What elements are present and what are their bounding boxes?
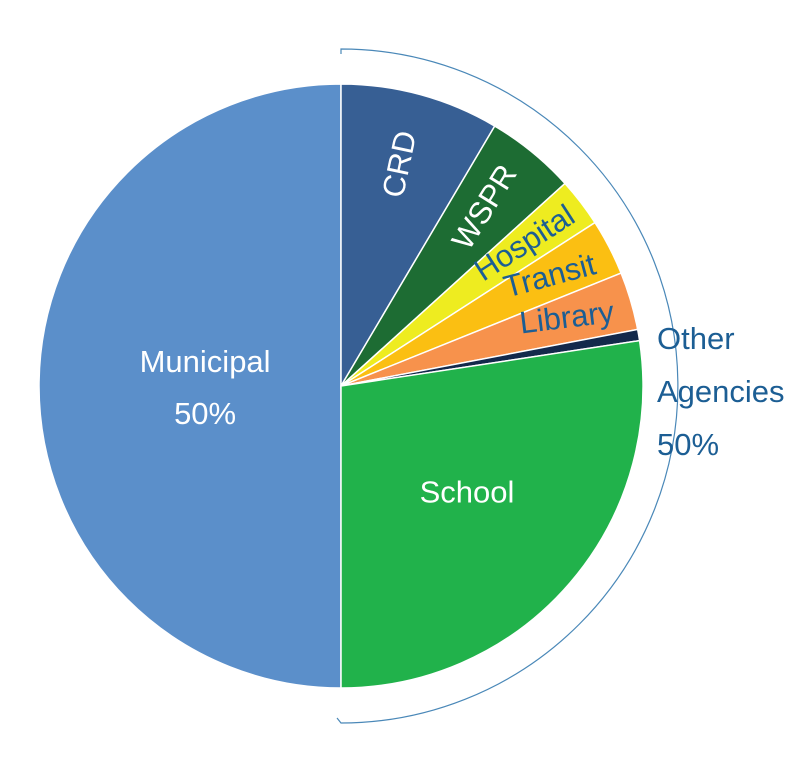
slice-label-school: School	[420, 474, 515, 509]
slice-label-municipal: Municipal 50%	[140, 344, 271, 431]
pie-slice-school	[340, 339, 644, 689]
pie-slice-municipal	[38, 83, 342, 689]
pie-slice-crd	[340, 83, 496, 389]
other-agencies-bracket	[336, 48, 679, 724]
other-agencies-label: Other Agencies 50%	[657, 321, 793, 462]
slices-layer	[38, 83, 644, 689]
other-agencies-label-line-1: Other	[657, 321, 735, 356]
other-agencies-label-line-2: Agencies	[657, 374, 785, 409]
other-agencies-label-line-3: 50%	[657, 427, 719, 462]
